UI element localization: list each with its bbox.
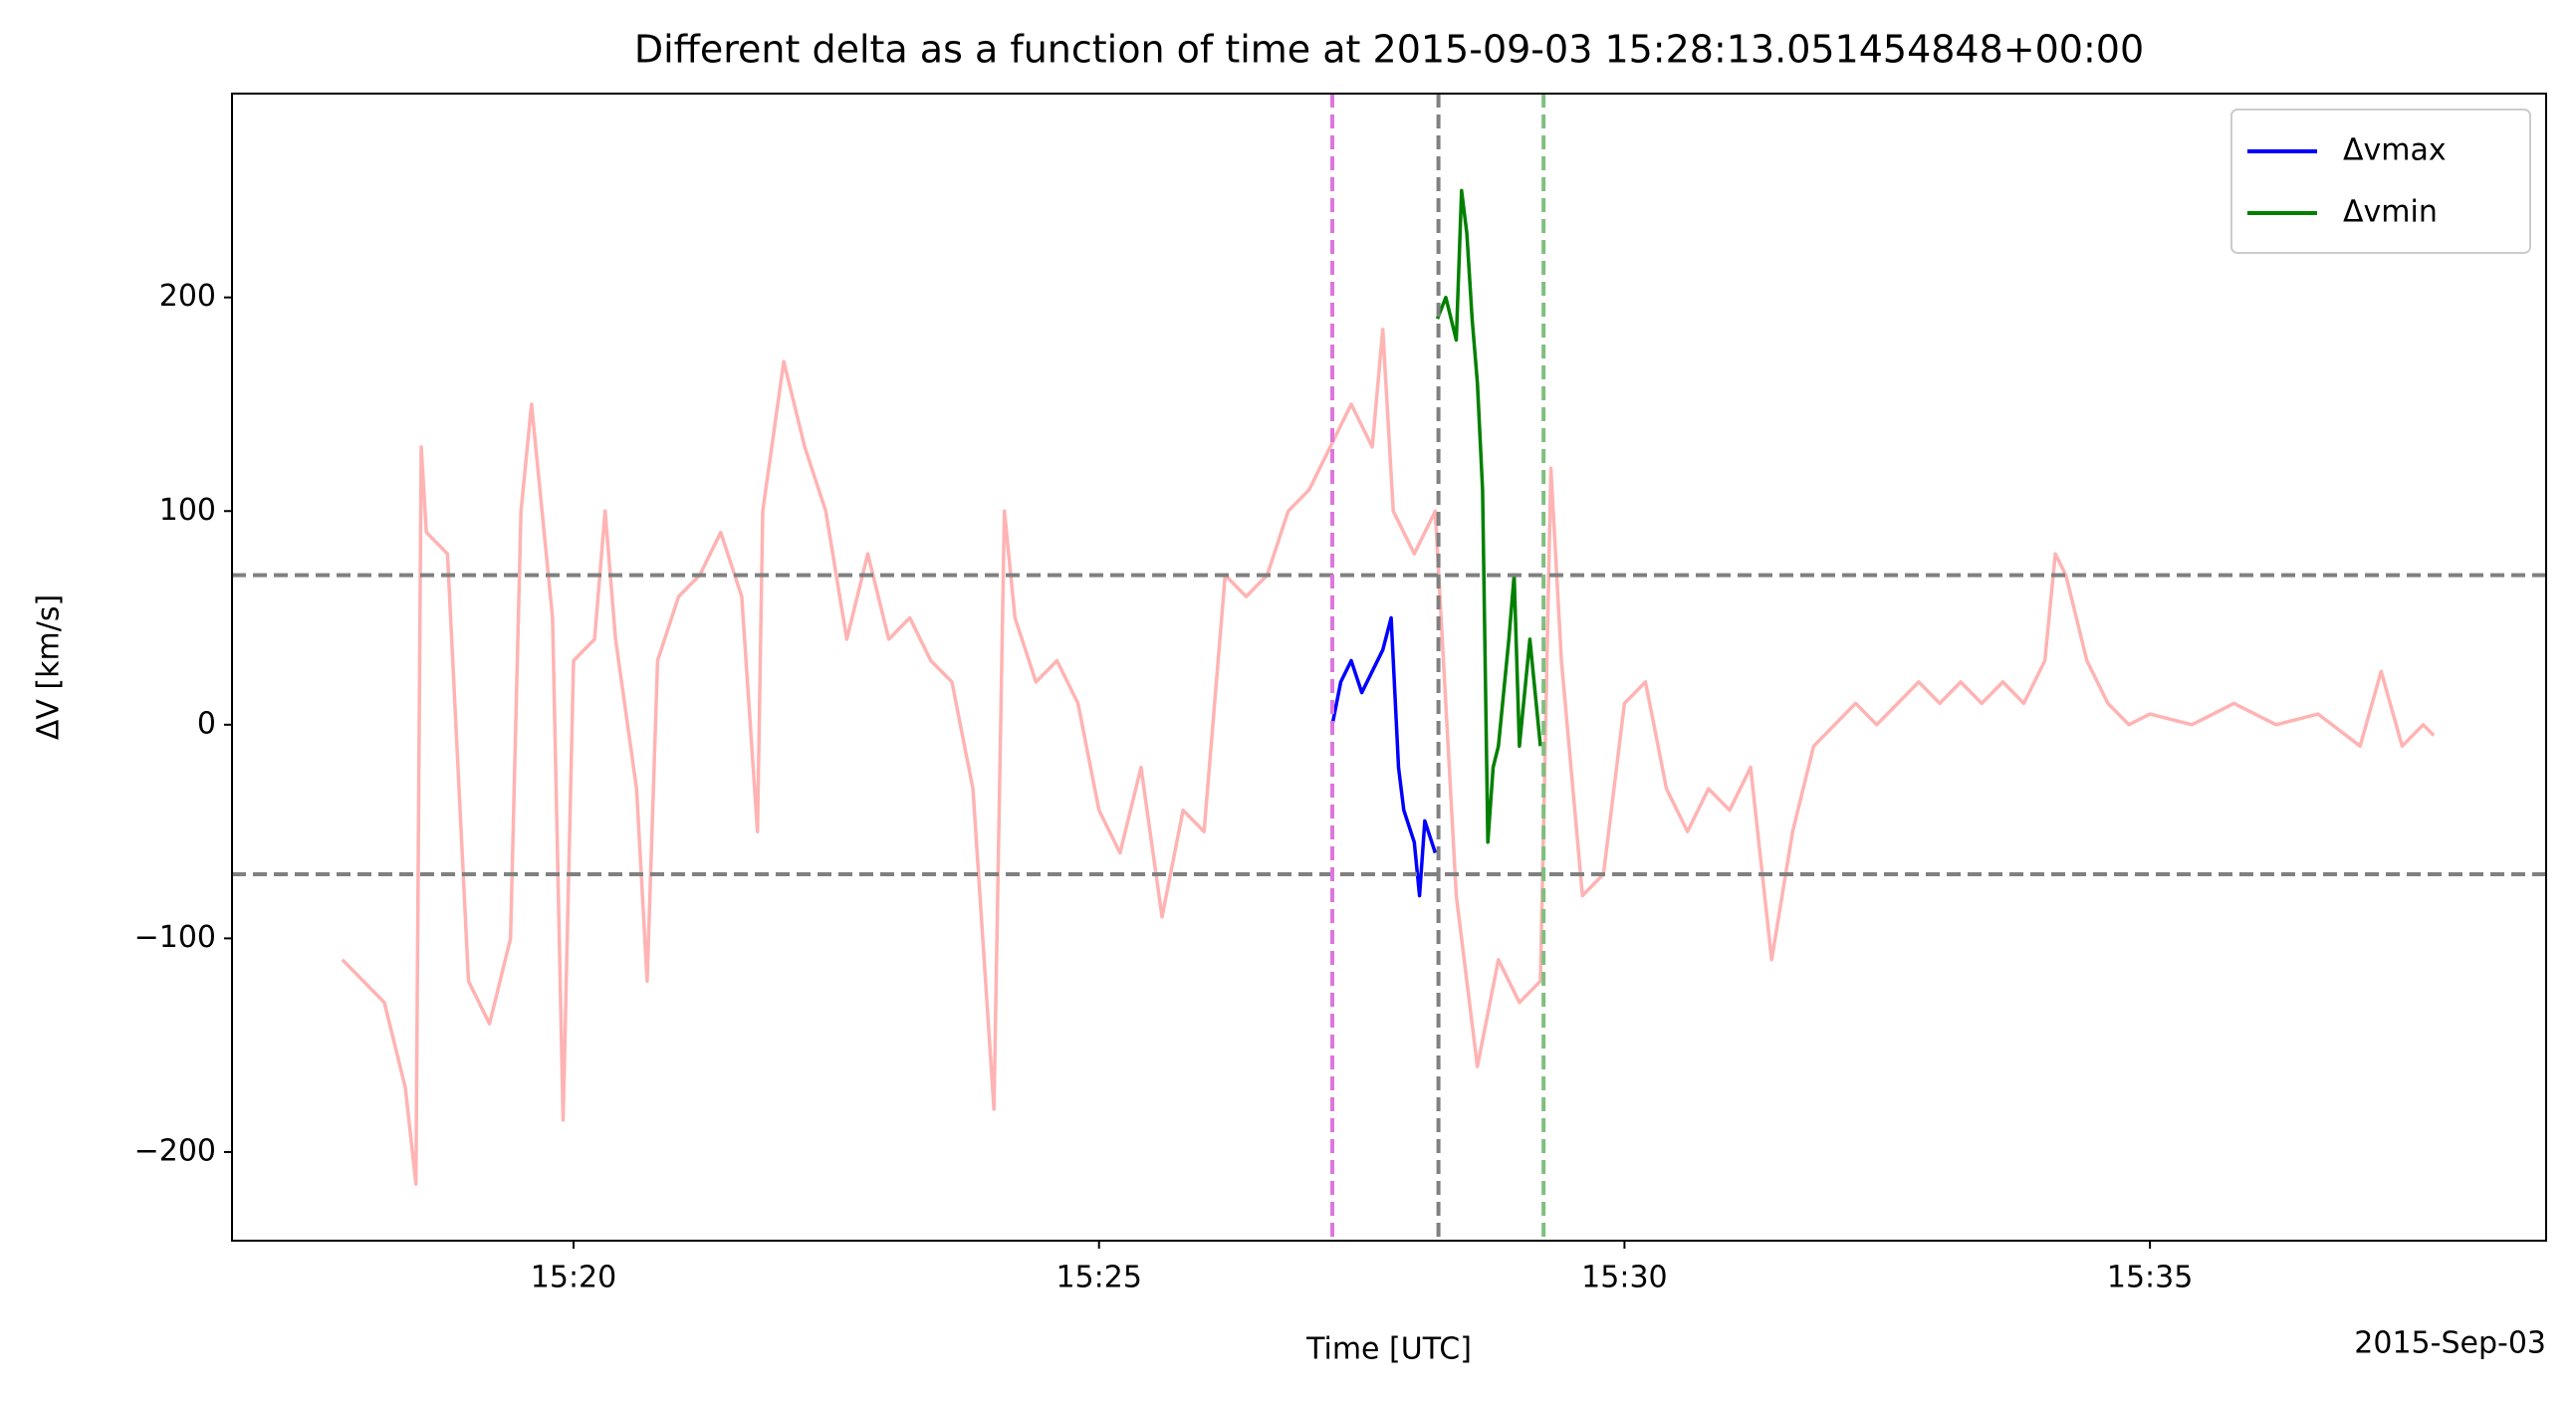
x-axis-label: Time [UTC] bbox=[1305, 1332, 1472, 1367]
plot-frame bbox=[231, 93, 2547, 1242]
date-label: 2015-Sep-03 bbox=[2354, 1326, 2546, 1361]
y-tick-label: −100 bbox=[134, 920, 216, 955]
series-line bbox=[1330, 615, 1438, 898]
x-tick-label: 15:25 bbox=[1055, 1261, 1141, 1295]
legend-box bbox=[2230, 109, 2531, 254]
x-tick-label: 15:35 bbox=[2107, 1261, 2193, 1295]
y-tick-label: 100 bbox=[159, 493, 216, 528]
legend-label: Δvmin bbox=[2343, 195, 2438, 230]
series-line bbox=[1435, 188, 1542, 844]
y-axis-label: ΔV [km/s] bbox=[32, 594, 67, 740]
x-tick-label: 15:30 bbox=[1581, 1261, 1667, 1295]
y-tick-label: −200 bbox=[134, 1133, 216, 1168]
x-tick-label: 15:20 bbox=[531, 1261, 616, 1295]
y-tick-label: 0 bbox=[197, 706, 216, 741]
chart-title: Different delta as a function of time at… bbox=[634, 28, 2144, 72]
y-tick-label: 200 bbox=[159, 279, 216, 314]
series-line bbox=[341, 328, 2436, 1186]
legend-label: Δvmax bbox=[2343, 133, 2447, 168]
